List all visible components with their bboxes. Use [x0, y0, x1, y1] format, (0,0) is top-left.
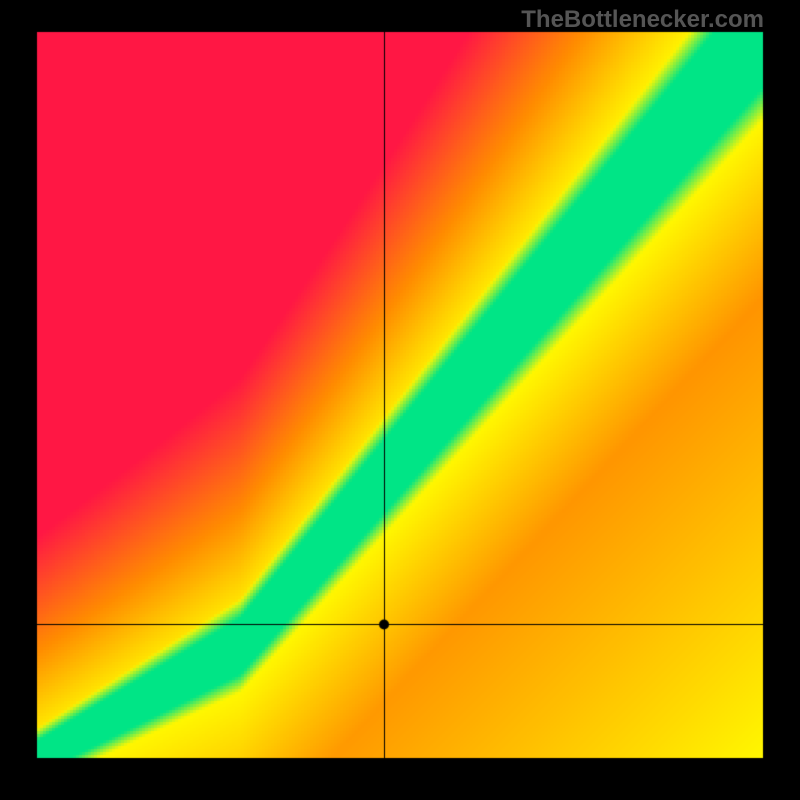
watermark-text: TheBottlenecker.com: [521, 6, 764, 34]
heatmap-canvas: [0, 0, 800, 800]
chart-container: TheBottlenecker.com: [0, 0, 800, 800]
